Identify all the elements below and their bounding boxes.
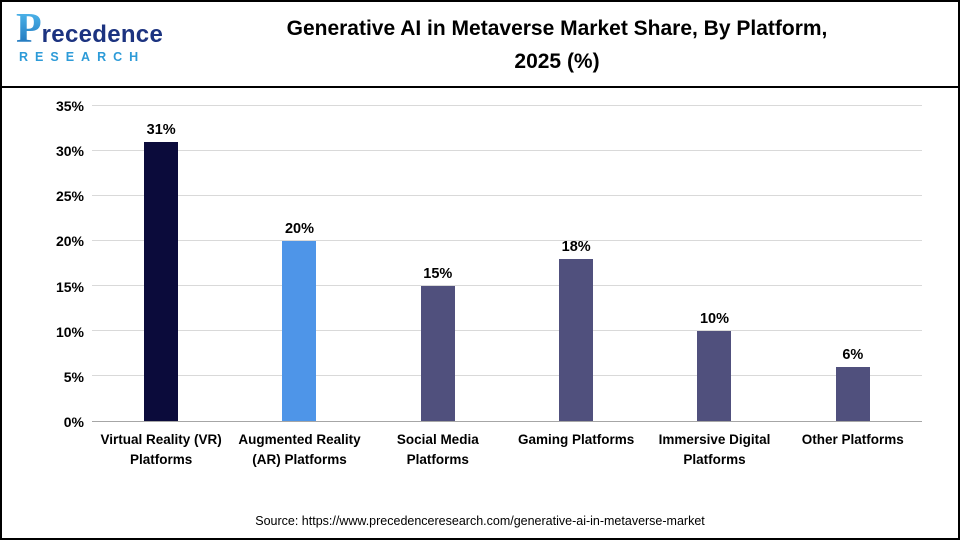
- bar-value-label: 10%: [699, 311, 729, 327]
- bar-value-label: 18%: [561, 239, 591, 256]
- gridline: [92, 105, 922, 106]
- gridlines: [92, 105, 922, 421]
- bar-slot: 20%: [230, 106, 368, 421]
- y-tick-label: 5%: [63, 368, 84, 385]
- plot-area: 31% 20% 15% 18% 10% 6%: [92, 105, 922, 422]
- x-axis-label-social-media-platforms: Social Media Platforms: [396, 432, 479, 467]
- bar-value-label: 20%: [284, 221, 314, 237]
- x-axis-label-other-platforms: Other Platforms: [801, 432, 904, 447]
- logo-p-icon: P: [16, 6, 42, 52]
- bar-slot: 31%: [92, 106, 230, 421]
- bar-slot: 15%: [369, 106, 507, 421]
- bars-layer: 31% 20% 15% 18% 10% 6%: [92, 106, 922, 421]
- x-axis-label-gaming-platforms: Gaming Platforms: [518, 432, 635, 447]
- y-tick-label: 30%: [55, 143, 84, 160]
- bar-virtual-reality-vr-platforms: [144, 142, 179, 421]
- bar-immersive-digital-platforms: [697, 331, 732, 421]
- bar-other-platforms: [835, 367, 870, 421]
- y-tick-label: 10%: [55, 323, 84, 340]
- y-tick-label: 25%: [55, 188, 84, 205]
- logo-name-text: recedence: [41, 21, 164, 48]
- y-tick-label: 35%: [55, 98, 84, 114]
- bar-gaming-platforms: [559, 259, 594, 421]
- gridline: [92, 330, 922, 331]
- bar-slot: 10%: [645, 106, 783, 421]
- y-tick-label: 15%: [55, 278, 84, 295]
- gridline: [92, 375, 922, 376]
- bar-value-label: 31%: [146, 122, 176, 138]
- y-tick-label: 20%: [55, 233, 84, 250]
- gridline: [92, 285, 922, 286]
- page-title: Generative AI in Metaverse Market Share,…: [172, 12, 942, 78]
- y-axis: 35% 30% 25% 20% 15% 10% 5% 0%: [2, 98, 84, 430]
- y-tick-label: 0%: [63, 414, 84, 430]
- title-line-2: 2025 (%): [514, 50, 600, 73]
- logo-research-text: RESEARCH: [19, 50, 146, 64]
- x-axis-label-augmented-reality-ar-platforms: Augmented Reality (AR) Platforms: [238, 432, 361, 467]
- bar-value-label: 6%: [842, 347, 864, 363]
- bar-augmented-reality-ar-platforms: [282, 241, 317, 421]
- gridline: [92, 240, 922, 241]
- title-line-1: Generative AI in Metaverse Market Share,…: [286, 17, 828, 40]
- x-axis-label-virtual-reality-vr-platforms: Virtual Reality (VR) Platforms: [100, 432, 222, 467]
- bar-social-media-platforms: [420, 286, 455, 421]
- gridline: [92, 150, 922, 151]
- source-text: Source: https://www.precedenceresearch.c…: [255, 514, 705, 528]
- bar-slot: 18%: [507, 106, 645, 421]
- bar-value-label: 15%: [423, 266, 453, 282]
- x-axis-labels: Virtual Reality (VR) Platforms Augmented …: [92, 430, 922, 470]
- gridline: [92, 195, 922, 196]
- x-axis-label-immersive-digital-platforms: Immersive Digital Platforms: [658, 432, 771, 467]
- bar-slot: 6%: [784, 106, 922, 421]
